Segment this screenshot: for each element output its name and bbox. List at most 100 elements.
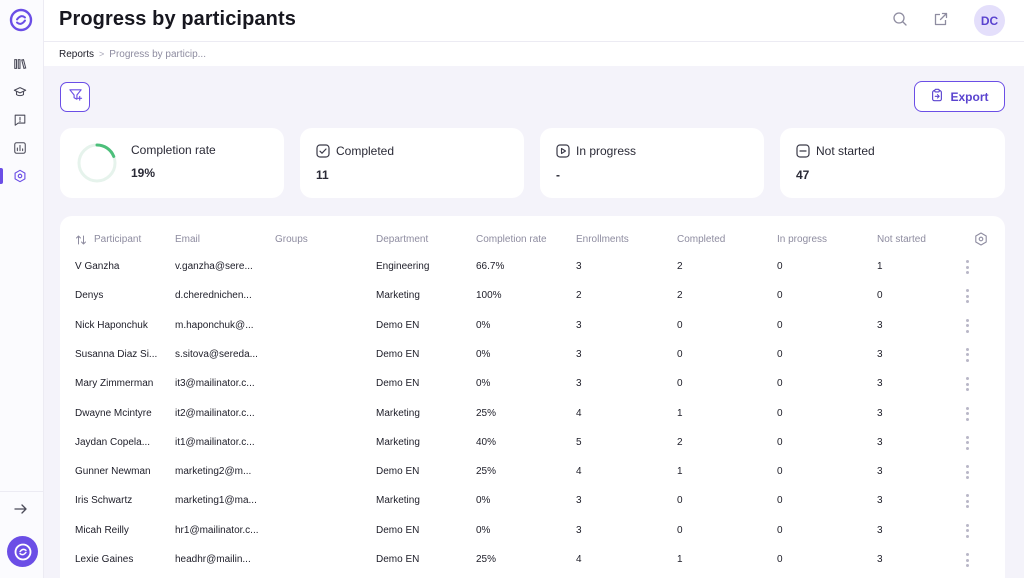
add-filter-button[interactable] bbox=[60, 82, 90, 112]
library-icon[interactable] bbox=[12, 56, 28, 72]
cell-not-started: 3 bbox=[877, 554, 947, 565]
row-more-options-icon[interactable] bbox=[964, 524, 970, 538]
table-row[interactable]: Dwayne Mcintyre it2@mailinator.c... Market… bbox=[60, 400, 1005, 429]
cell-not-started: 3 bbox=[877, 495, 947, 506]
table-row[interactable]: Iris Schwartz marketing1@ma... Marketing 0%… bbox=[60, 487, 1005, 516]
column-header-groups[interactable]: Groups bbox=[275, 234, 308, 245]
cell-department: Demo EN bbox=[376, 320, 468, 331]
row-more-options-icon[interactable] bbox=[964, 436, 970, 450]
row-more-options-icon[interactable] bbox=[964, 289, 970, 303]
row-more-options-icon[interactable] bbox=[964, 407, 970, 421]
breadcrumb-current: Progress by particip... bbox=[109, 49, 206, 60]
cell-completed: 0 bbox=[677, 320, 769, 331]
sidebar bbox=[0, 0, 44, 578]
hexagon-settings-icon[interactable] bbox=[12, 168, 28, 184]
completed-label: Completed bbox=[336, 144, 394, 158]
cell-participant: Jaydan Copela... bbox=[75, 437, 167, 448]
bottom-app-logo-icon[interactable] bbox=[7, 536, 38, 567]
cell-email: it1@mailinator.c... bbox=[175, 437, 267, 448]
not-started-label: Not started bbox=[816, 144, 875, 158]
column-header-not-started[interactable]: Not started bbox=[877, 234, 926, 245]
cell-completed: 2 bbox=[677, 290, 769, 301]
column-settings-icon[interactable] bbox=[974, 232, 988, 246]
row-more-options-icon[interactable] bbox=[964, 465, 970, 479]
cell-participant: Micah Reilly bbox=[75, 525, 167, 536]
row-more-options-icon[interactable] bbox=[964, 348, 970, 362]
cell-in-progress: 0 bbox=[777, 320, 869, 331]
column-header-enrollments[interactable]: Enrollments bbox=[576, 234, 629, 245]
analytics-icon[interactable] bbox=[12, 140, 28, 156]
row-more-options-icon[interactable] bbox=[964, 377, 970, 391]
completed-card: Completed 11 bbox=[300, 128, 524, 198]
table-row[interactable]: Gunner Newman marketing2@m... Demo EN 25% 4 1… bbox=[60, 458, 1005, 487]
table-row[interactable]: V Ganzha v.ganzha@sere... Engineering 66.7%… bbox=[60, 253, 1005, 282]
expand-sidebar-arrow-icon[interactable] bbox=[13, 502, 29, 516]
cell-completed: 0 bbox=[677, 495, 769, 506]
table-row[interactable]: Lexie Gaines headhr@mailin... Demo EN 25% 4 1… bbox=[60, 546, 1005, 575]
column-header-participant[interactable]: Participant bbox=[94, 234, 141, 245]
cell-not-started: 1 bbox=[877, 261, 947, 272]
in-progress-value: - bbox=[556, 168, 560, 182]
app-logo-icon[interactable] bbox=[9, 8, 33, 32]
row-more-options-icon[interactable] bbox=[964, 260, 970, 274]
table-row[interactable]: Micah Reilly hr1@mailinator.c... Demo EN 0%… bbox=[60, 517, 1005, 546]
cell-completion-rate: 100% bbox=[476, 290, 568, 301]
breadcrumb-root-link[interactable]: Reports bbox=[59, 49, 94, 60]
cell-email: it3@mailinator.c... bbox=[175, 378, 267, 389]
user-avatar[interactable]: DC bbox=[974, 5, 1005, 36]
cell-email: it2@mailinator.c... bbox=[175, 408, 267, 419]
cell-not-started: 3 bbox=[877, 349, 947, 360]
column-header-in-progress[interactable]: In progress bbox=[777, 234, 827, 245]
sort-icon[interactable] bbox=[75, 233, 87, 245]
cell-enrollments: 3 bbox=[576, 320, 668, 331]
cell-enrollments: 3 bbox=[576, 349, 668, 360]
table-row[interactable]: Nick Haponchuk m.haponchuk@... Demo EN 0% 3 0… bbox=[60, 312, 1005, 341]
cell-in-progress: 0 bbox=[777, 495, 869, 506]
not-started-value: 47 bbox=[796, 168, 809, 182]
cell-department: Engineering bbox=[376, 261, 468, 272]
column-header-department[interactable]: Department bbox=[376, 234, 428, 245]
column-header-completion-rate[interactable]: Completion rate bbox=[476, 234, 547, 245]
cell-department: Demo EN bbox=[376, 349, 468, 360]
cell-completion-rate: 25% bbox=[476, 408, 568, 419]
cell-department: Marketing bbox=[376, 290, 468, 301]
completed-value: 11 bbox=[316, 168, 329, 182]
table-row[interactable]: Denys d.cherednichen... Marketing 100% 2 2 0 0 bbox=[60, 282, 1005, 311]
not-started-card: Not started 47 bbox=[780, 128, 1005, 198]
cell-email: v.ganzha@sere... bbox=[175, 261, 267, 272]
cell-enrollments: 3 bbox=[576, 378, 668, 389]
cell-enrollments: 3 bbox=[576, 495, 668, 506]
table-row[interactable]: Jaydan Copela... it1@mailinator.c... Marke… bbox=[60, 429, 1005, 458]
graduation-cap-icon[interactable] bbox=[12, 84, 28, 100]
cell-department: Marketing bbox=[376, 437, 468, 448]
row-more-options-icon[interactable] bbox=[964, 319, 970, 333]
cell-department: Demo EN bbox=[376, 378, 468, 389]
table-row[interactable]: Mary Zimmerman it3@mailinator.c... Demo EN… bbox=[60, 370, 1005, 399]
in-progress-label: In progress bbox=[576, 144, 636, 158]
column-header-email[interactable]: Email bbox=[175, 234, 200, 245]
cell-enrollments: 2 bbox=[576, 290, 668, 301]
cell-in-progress: 0 bbox=[777, 466, 869, 477]
column-header-completed[interactable]: Completed bbox=[677, 234, 725, 245]
cell-department: Marketing bbox=[376, 495, 468, 506]
cell-email: s.sitova@sereda... bbox=[175, 349, 267, 360]
cell-in-progress: 0 bbox=[777, 261, 869, 272]
row-more-options-icon[interactable] bbox=[964, 494, 970, 508]
cell-enrollments: 5 bbox=[576, 437, 668, 448]
row-more-options-icon[interactable] bbox=[964, 553, 970, 567]
cell-completion-rate: 25% bbox=[476, 554, 568, 565]
cell-in-progress: 0 bbox=[777, 349, 869, 360]
filter-add-icon bbox=[68, 87, 83, 107]
export-button[interactable]: Export bbox=[914, 81, 1005, 112]
external-link-icon[interactable] bbox=[933, 11, 949, 27]
cell-participant: Dwayne Mcintyre bbox=[75, 408, 167, 419]
feedback-icon[interactable] bbox=[12, 112, 28, 128]
cell-completed: 1 bbox=[677, 466, 769, 477]
cell-participant: Gunner Newman bbox=[75, 466, 167, 477]
cell-participant: Lexie Gaines bbox=[75, 554, 167, 565]
cell-email: m.haponchuk@... bbox=[175, 320, 267, 331]
table-row[interactable]: Susanna Diaz Si... s.sitova@sereda... Demo… bbox=[60, 341, 1005, 370]
search-icon[interactable] bbox=[892, 11, 908, 27]
cell-completion-rate: 0% bbox=[476, 525, 568, 536]
minus-square-icon bbox=[796, 144, 810, 158]
